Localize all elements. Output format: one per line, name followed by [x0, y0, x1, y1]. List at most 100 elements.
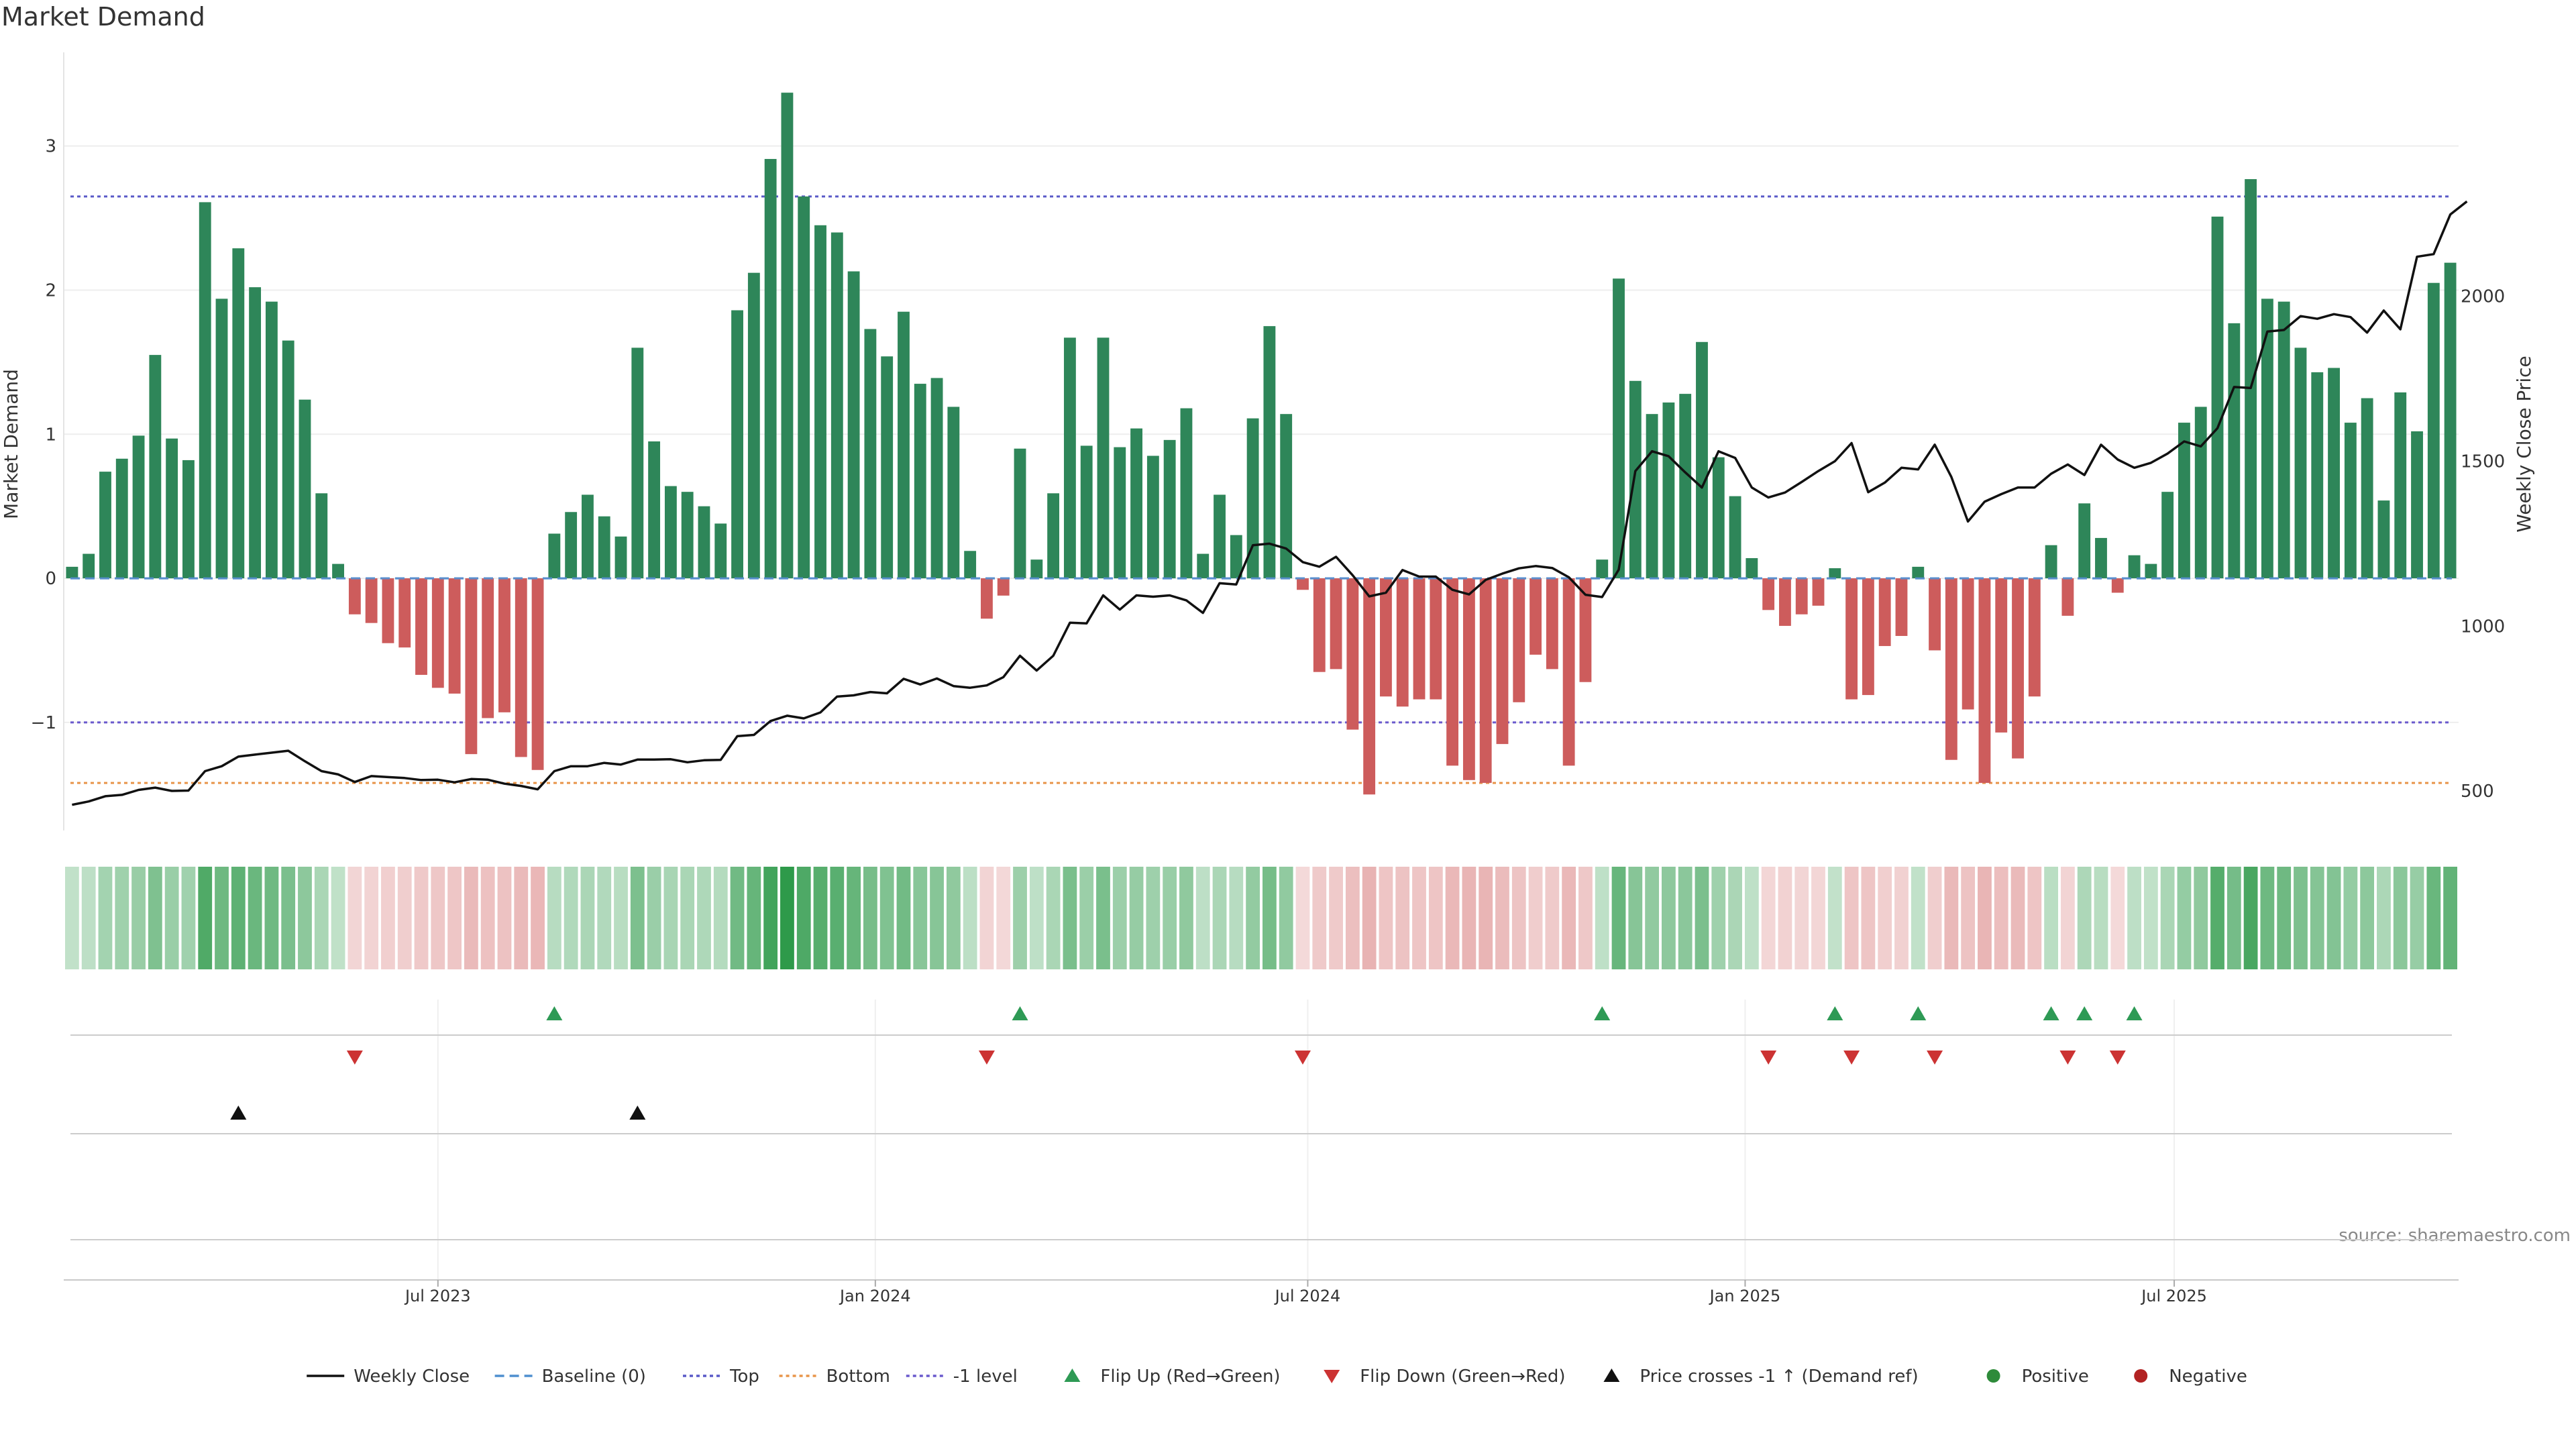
heat-cell: [248, 867, 262, 969]
heat-cell: [1794, 867, 1809, 969]
heat-cell: [1978, 867, 1992, 969]
demand-bar: [1712, 457, 1725, 579]
demand-bar: [1097, 337, 1110, 579]
demand-bar: [1646, 414, 1658, 579]
legend-flip-down-green-red-swatch: [1324, 1370, 1340, 1383]
heat-cell: [1511, 867, 1526, 969]
demand-bar: [1513, 578, 1525, 702]
legend-bottom-label: Bottom: [826, 1366, 890, 1387]
demand-bar: [2228, 323, 2241, 579]
heat-cell: [2226, 867, 2241, 969]
heat-cell: [1112, 867, 1127, 969]
demand-bar: [1812, 578, 1825, 606]
demand-bar: [2145, 564, 2157, 579]
demand-bar: [2294, 347, 2307, 579]
heat-cell: [231, 867, 246, 969]
demand-bar: [830, 232, 843, 579]
heat-cell: [1911, 867, 1925, 969]
legend-flip-up-red-green-swatch: [1064, 1368, 1081, 1382]
demand-bar: [482, 578, 494, 718]
price-line: [72, 200, 2468, 806]
demand-bar: [1562, 578, 1575, 766]
heat-cell: [497, 867, 512, 969]
heat-cell: [1445, 867, 1460, 969]
heat-cell: [730, 867, 745, 969]
demand-bar: [914, 384, 926, 579]
demand-bar: [864, 329, 877, 579]
legend-positive-label: Positive: [2022, 1366, 2089, 1387]
demand-bars: [66, 93, 2457, 795]
heat-cell: [1495, 867, 1509, 969]
demand-bar: [232, 248, 245, 579]
heat-cell: [1678, 867, 1693, 969]
flip-down-marker: [1760, 1051, 1777, 1065]
demand-bar: [1696, 341, 1708, 579]
heat-cell: [713, 867, 728, 969]
heat-cell: [2277, 867, 2292, 969]
demand-bar: [2261, 299, 2273, 579]
demand-bar: [1263, 326, 1276, 579]
demand-bar: [664, 486, 677, 579]
heat-cell: [597, 867, 612, 969]
demand-bar: [66, 566, 78, 579]
y2-tick-label: 1000: [2461, 616, 2505, 637]
demand-bar: [382, 578, 394, 643]
legend-flip-up-red-green-label: Flip Up (Red→Green): [1100, 1366, 1280, 1387]
heat-cell: [81, 867, 96, 969]
heat-cell: [1329, 867, 1343, 969]
flip-down-marker: [1927, 1051, 1943, 1065]
demand-bar: [1579, 578, 1592, 682]
heat-cell: [1046, 867, 1061, 969]
heat-cell: [2177, 867, 2192, 969]
heat-cell: [1778, 867, 1792, 969]
heat-cell: [2077, 867, 2092, 969]
heat-cell: [1611, 867, 1626, 969]
demand-bar: [1446, 578, 1459, 766]
demand-bar: [814, 225, 826, 579]
demand-bar: [2045, 545, 2057, 579]
heat-cell: [1695, 867, 1709, 969]
demand-bar: [1280, 414, 1293, 579]
heat-cell: [863, 867, 877, 969]
heat-cell: [830, 867, 845, 969]
demand-bar: [781, 93, 794, 579]
heat-cell: [1562, 867, 1576, 969]
demand-bar: [249, 287, 262, 579]
demand-bar: [964, 551, 977, 579]
heat-cell: [1312, 867, 1327, 969]
flip-down-marker: [978, 1051, 995, 1065]
demand-bar: [714, 523, 727, 579]
heat-cell: [1029, 867, 1044, 969]
heat-cell: [2194, 867, 2208, 969]
heat-cell: [1944, 867, 1959, 969]
demand-bar: [1596, 559, 1609, 579]
demand-bar: [348, 578, 361, 614]
demand-bar: [99, 472, 111, 579]
heat-cell: [1179, 867, 1193, 969]
heat-cell: [480, 867, 495, 969]
heat-cell: [298, 867, 312, 969]
heat-cell: [181, 867, 196, 969]
demand-bar: [947, 407, 960, 579]
demand-bar: [1795, 578, 1808, 614]
demand-heat-strip: [65, 867, 2457, 969]
heat-cell: [347, 867, 362, 969]
demand-bar: [182, 460, 195, 579]
heat-cell: [381, 867, 395, 969]
y2-axis-ticks: 500 1000 1500 2000: [2461, 287, 2505, 802]
flip-up-marker: [2076, 1006, 2093, 1020]
heat-cell: [431, 867, 445, 969]
heat-cell: [1744, 867, 1759, 969]
demand-bar: [315, 493, 328, 579]
heat-cell: [2343, 867, 2358, 969]
demand-bar: [2361, 398, 2373, 579]
demand-bar: [1995, 578, 2008, 733]
heat-cell: [813, 867, 828, 969]
price-cross-marker: [230, 1106, 247, 1120]
heat-cell: [1412, 867, 1426, 969]
heat-cell: [1013, 867, 1027, 969]
heat-cell: [1545, 867, 1560, 969]
flip-down-marker: [1843, 1051, 1860, 1065]
demand-bar: [1613, 278, 1625, 579]
